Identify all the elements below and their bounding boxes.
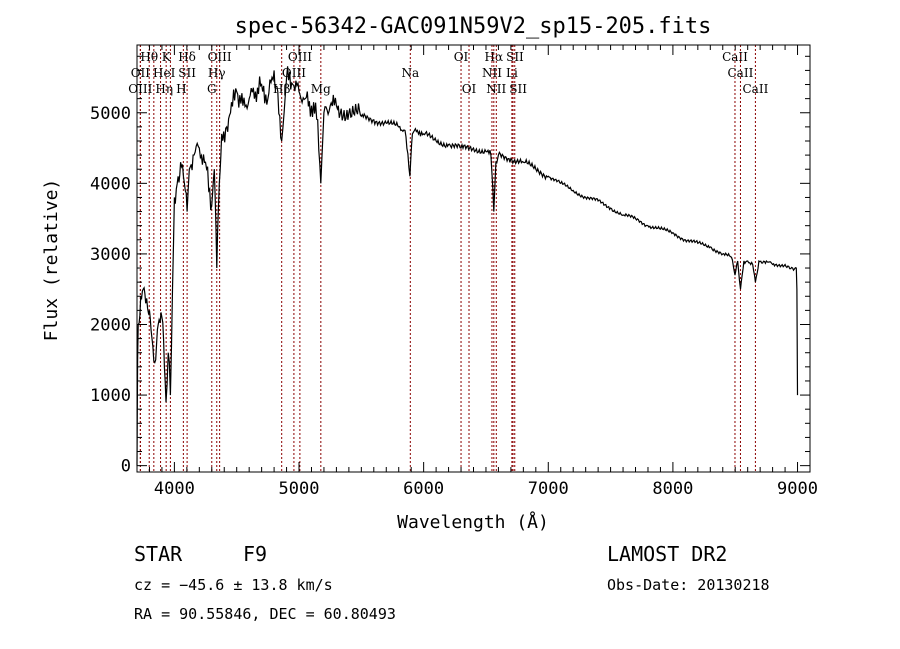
marker-label: SII xyxy=(509,82,527,96)
axes: 4000 5000 6000 7000 8000 9000 0 1000 2000 3000 400… xyxy=(90,45,818,499)
y-tick-label: 5000 xyxy=(90,104,131,124)
y-tick-label: 0 xyxy=(121,457,131,477)
y-tick-label: 1000 xyxy=(90,386,131,406)
y-axis-label: Flux (relative) xyxy=(41,179,62,342)
x-tick-label: 4000 xyxy=(154,479,195,499)
obs-date: Obs-Date: 20130218 xyxy=(607,576,770,594)
marker-label: CaII xyxy=(722,50,748,64)
x-tick-label: 7000 xyxy=(528,479,569,499)
marker-label: Hγ xyxy=(208,66,226,80)
marker-label: G xyxy=(207,82,217,96)
redshift-cz: cz = −45.6 ± 13.8 km/s xyxy=(134,576,333,594)
marker-label: NII xyxy=(486,82,506,96)
marker-label: SII xyxy=(178,66,196,80)
marker-label: CaII xyxy=(743,82,769,96)
marker-label: Li xyxy=(506,66,518,80)
object-type: STAR xyxy=(134,542,183,566)
x-axis-label: Wavelength (Å) xyxy=(397,511,549,533)
x-tick-label: 6000 xyxy=(403,479,444,499)
marker-label: H xyxy=(176,82,186,96)
y-tick-label: 2000 xyxy=(90,315,131,335)
x-tick-label: 8000 xyxy=(652,479,693,499)
marker-label: Hδ xyxy=(178,50,196,64)
x-tick-label: 5000 xyxy=(279,479,320,499)
coordinates: RA = 90.55846, DEC = 60.80493 xyxy=(134,605,396,623)
marker-label: OIII xyxy=(288,50,312,64)
marker-label: OIII xyxy=(208,50,232,64)
marker-label: Hα xyxy=(485,50,504,64)
marker-label: OI xyxy=(454,50,469,64)
spectrum-line xyxy=(136,66,799,466)
marker-label: NII xyxy=(482,66,502,80)
marker-label: Na xyxy=(402,66,420,80)
marker-label: HeI xyxy=(153,66,176,80)
marker-label: CaII xyxy=(728,66,754,80)
chart-title: spec-56342-GAC091N59V2_sp15-205.fits xyxy=(235,14,712,39)
y-tick-label: 4000 xyxy=(90,174,131,194)
marker-label: Hβ xyxy=(273,82,290,96)
subclass: F9 xyxy=(243,542,267,566)
marker-label: OIII xyxy=(282,66,306,80)
marker-label: OIII xyxy=(128,82,152,96)
x-tick-label: 9000 xyxy=(777,479,818,499)
survey: LAMOST DR2 xyxy=(607,542,727,566)
y-tick-label: 3000 xyxy=(90,245,131,265)
marker-label: Hθ xyxy=(140,50,158,64)
marker-label: Mg xyxy=(311,82,331,96)
marker-label: Hη xyxy=(155,82,173,96)
marker-label: OI xyxy=(462,82,477,96)
plot-frame xyxy=(136,44,811,473)
marker-label: K xyxy=(162,50,172,64)
